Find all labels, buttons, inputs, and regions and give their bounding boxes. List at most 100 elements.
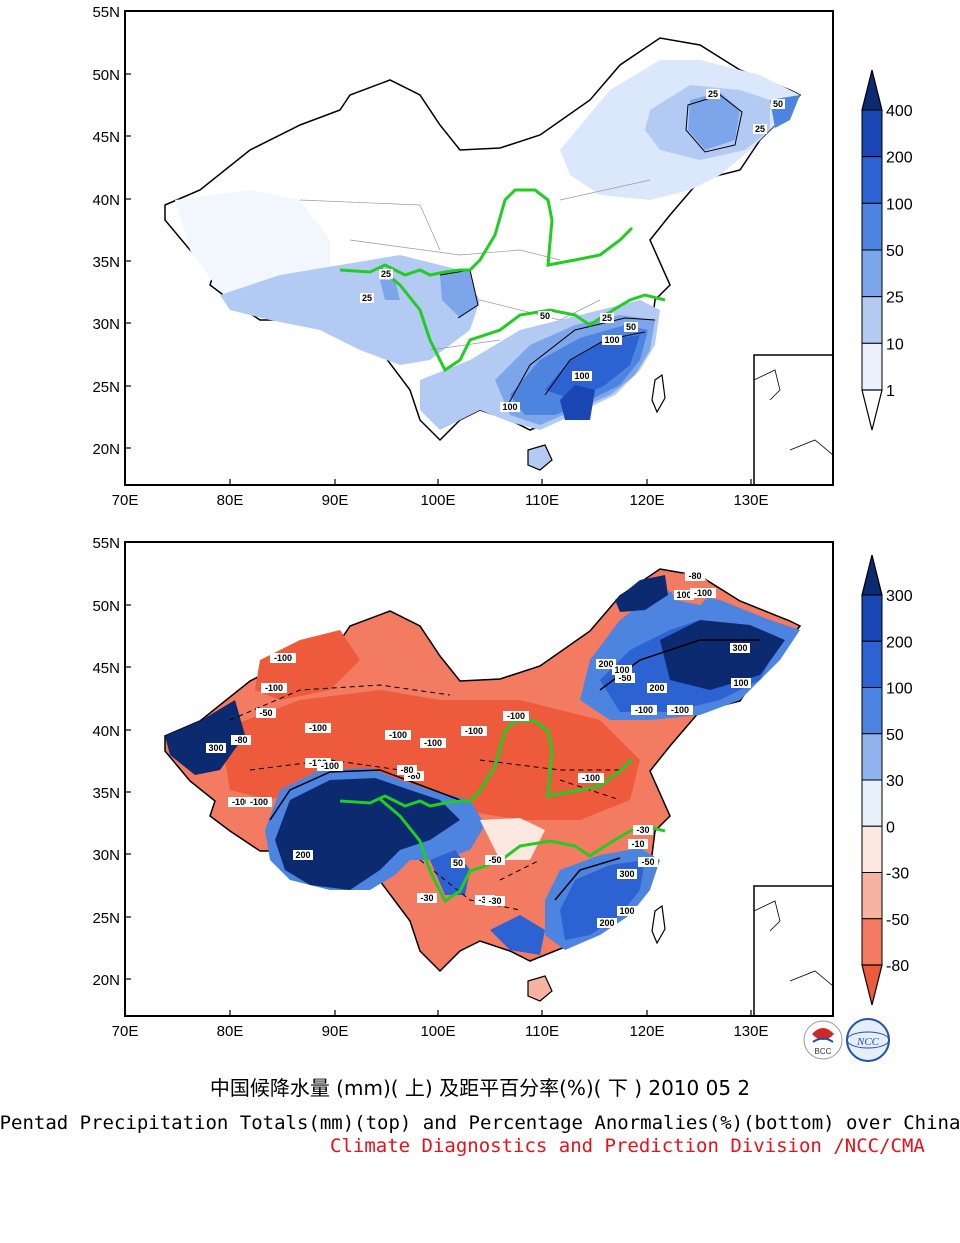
bottom-anomaly-map: -100-100-50-80-100-100-100-100-100-100-1…: [92, 535, 912, 1040]
contour-label-bg: [231, 735, 251, 745]
lon-tick-label: 90E: [322, 1023, 349, 1040]
bottom-fill-south-100: [560, 860, 645, 940]
contour-label: -50: [488, 855, 501, 865]
bottom-contour-labels: -100-100-50-80-100-100-100-100-100-100-1…: [206, 571, 751, 928]
contour-label-bg: [228, 797, 254, 807]
contour-label-bg: [667, 705, 693, 715]
contour-label-bg: [731, 678, 751, 688]
lat-tick-label: 40N: [92, 723, 120, 740]
contour-label: -50: [618, 673, 631, 683]
contour-label-bg: [600, 313, 614, 323]
lat-tick-label: 25N: [92, 379, 120, 396]
division-caption: Climate Diagnostics and Prediction Divis…: [330, 1135, 925, 1157]
contour-label: 100: [619, 906, 634, 916]
contour-label: 300: [732, 643, 747, 653]
top-taiwan: [651, 373, 666, 414]
contour-label: 50: [453, 858, 463, 868]
lon-tick-label: 100E: [420, 1023, 455, 1040]
contour-label: -100: [274, 653, 292, 663]
bottom-fill-pale: [480, 818, 545, 860]
top-fill-south-200: [560, 385, 595, 420]
top-province-borders: [299, 179, 651, 351]
top-yellow-river: [339, 188, 634, 277]
english-caption: Pentad Precipitation Totals(mm)(top) and…: [0, 1112, 960, 1134]
bottom-hainan: [527, 975, 553, 1002]
contour-label-bg: [674, 590, 694, 600]
contour-label: -100: [465, 726, 483, 736]
ncc-logo-text: NCC: [856, 1036, 880, 1048]
colorbar-label: 0: [886, 819, 895, 836]
colorbar-label: 400: [886, 103, 913, 120]
bottom-fill-ne-300: [660, 620, 785, 690]
contour-label-bg: [596, 659, 616, 669]
lat-tick-label: 20N: [92, 441, 120, 458]
contour-label-bg: [485, 855, 505, 865]
contour-label: 50: [626, 322, 636, 332]
contour-label-bg: [572, 371, 592, 381]
contour-label: 25: [755, 124, 765, 134]
lat-tick-label: 30N: [92, 847, 120, 864]
contour-label: -50: [259, 708, 272, 718]
lon-tick-label: 130E: [733, 1023, 768, 1040]
lon-tick-label: 120E: [629, 1023, 664, 1040]
top-precipitation-map: 25 50 25 25 25 25 50 100 100 100 50 25 55N 50N 45N 40N…: [92, 4, 912, 509]
colorbar-bottom-arrow: [861, 964, 883, 1006]
contour-label: 300: [208, 743, 223, 753]
contour-label: -100: [309, 723, 327, 733]
lat-tick-label: 55N: [92, 4, 120, 21]
colorbar-label: 50: [886, 727, 904, 744]
colorbar-swatch: [861, 109, 883, 158]
lon-tick-label: 110E: [525, 1023, 559, 1040]
contour-label: -100: [265, 683, 283, 693]
contour-label: -80: [407, 771, 420, 781]
contour-label-bg: [617, 906, 637, 916]
contour-label: -100: [635, 705, 653, 715]
bottom-fill-guangxi-blue: [490, 915, 545, 955]
contour-label: 25: [381, 269, 391, 279]
bottom-south-sea-inset: [753, 885, 833, 1016]
top-hainan: [527, 444, 553, 471]
contour-label-bg: [685, 571, 705, 581]
bottom-lon-axis: 70E 80E 90E 100E 110E 120E 130E: [112, 1010, 769, 1040]
contour-label-bg: [485, 896, 505, 906]
bottom-map-frame: [124, 541, 834, 1017]
contour-label-bg: [538, 311, 552, 321]
colorbar-swatch: [861, 156, 883, 204]
colorbar-swatch: [861, 687, 883, 735]
top-fill-ne-25: [688, 92, 740, 150]
colorbar-label: -80: [886, 958, 909, 975]
top-map-frame: [124, 10, 834, 486]
bottom-fill-ne-300b: [615, 575, 668, 612]
contour-label-bg: [771, 99, 785, 109]
top-contour-labels: 255025252525501001001005025: [360, 89, 785, 412]
colorbar-label: 200: [886, 634, 913, 651]
contour-label: 100: [604, 335, 619, 345]
lon-tick-label: 80E: [217, 492, 244, 509]
bottom-yangtze-river: [379, 797, 666, 904]
contour-label-bg: [256, 708, 276, 718]
contour-label-bg: [461, 726, 487, 736]
colorbar-label: -50: [886, 912, 909, 929]
colorbar-swatch: [861, 342, 883, 391]
bottom-negative-contours: [229, 684, 621, 911]
contour-label-bg: [270, 653, 296, 663]
contour-label: -100: [507, 711, 525, 721]
colorbar-top-arrow: [861, 69, 883, 111]
top-south-sea-inset: [753, 354, 833, 485]
top-fill-south-100: [545, 335, 640, 400]
lon-tick-label: 70E: [112, 492, 139, 509]
lat-tick-label: 45N: [92, 129, 120, 146]
contour-label: -100: [389, 730, 407, 740]
colorbar-swatch: [861, 779, 883, 827]
colorbar-label: 300: [886, 588, 913, 605]
contour-label: -100: [250, 797, 268, 807]
lat-tick-label: 50N: [92, 67, 120, 84]
contour-label-bg: [706, 89, 720, 99]
colorbar-swatch: [861, 202, 883, 251]
contour-label: 100: [676, 590, 691, 600]
lat-tick-label: 35N: [92, 785, 120, 802]
top-contour-south-100: [544, 331, 646, 396]
top-map-fields: [164, 37, 833, 485]
contour-label-bg: [385, 730, 411, 740]
